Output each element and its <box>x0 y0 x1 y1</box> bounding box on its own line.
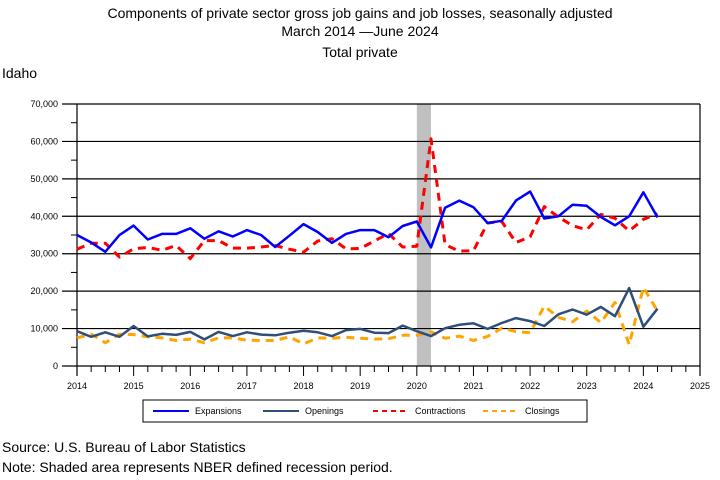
recession-note: Note: Shaded area represents NBER define… <box>2 459 393 475</box>
series-line-closings <box>76 285 659 347</box>
series-line-contractions <box>76 137 659 261</box>
chart-title: Components of private sector gross job g… <box>107 5 613 21</box>
y-tick-label: 60,000 <box>30 136 58 146</box>
x-tick-label: 2024 <box>633 381 653 391</box>
y-tick-label: 50,000 <box>30 174 58 184</box>
x-tick-label: 2021 <box>463 381 483 391</box>
x-tick-label: 2016 <box>180 381 200 391</box>
series-line-expansions <box>76 190 659 254</box>
x-tick-label: 2022 <box>520 381 540 391</box>
legend-label-contractions: Contractions <box>415 406 466 416</box>
legend-label-openings: Openings <box>305 406 344 416</box>
legend-label-closings: Closings <box>525 406 560 416</box>
x-tick-label: 2025 <box>690 381 710 391</box>
y-tick-label: 0 <box>53 361 58 371</box>
legend-label-expansions: Expansions <box>195 406 242 416</box>
x-tick-label: 2018 <box>294 381 314 391</box>
y-tick-label: 70,000 <box>30 99 58 109</box>
y-tick-label: 20,000 <box>30 286 58 296</box>
x-tick-label: 2015 <box>124 381 144 391</box>
x-tick-label: 2017 <box>237 381 257 391</box>
x-tick-label: 2014 <box>67 381 87 391</box>
x-tick-label: 2019 <box>350 381 370 391</box>
chart-subtitle: Total private <box>322 44 398 60</box>
region-label: Idaho <box>2 65 38 81</box>
legend-box <box>142 399 588 423</box>
x-tick-label: 2023 <box>577 381 597 391</box>
y-tick-label: 30,000 <box>30 249 58 259</box>
series-line-openings <box>76 286 659 341</box>
x-tick-label: 2020 <box>407 381 427 391</box>
source-note: Source: U.S. Bureau of Labor Statistics <box>2 439 246 455</box>
y-tick-label: 40,000 <box>30 211 58 221</box>
y-tick-label: 10,000 <box>30 324 58 334</box>
chart-date-range: March 2014 —June 2024 <box>281 23 439 39</box>
